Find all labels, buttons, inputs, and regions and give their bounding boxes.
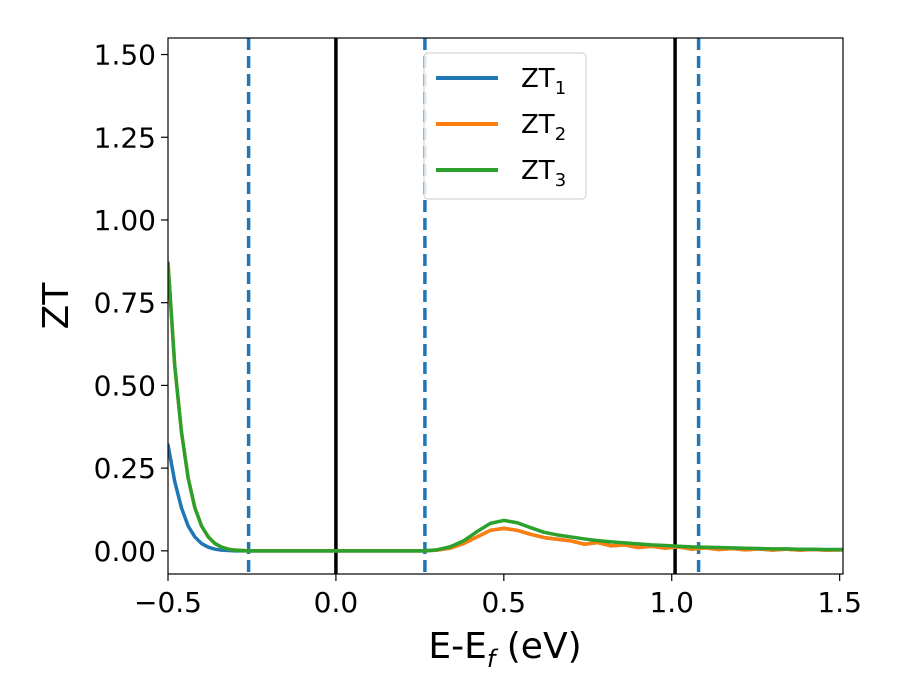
legend-box — [423, 52, 587, 200]
x-axis-label: E-Ef (eV) — [428, 626, 581, 673]
legend-label-sub-3: 3 — [555, 170, 566, 191]
x-axis-label-rest: (eV) — [495, 626, 581, 667]
x-tick-label-2: 0.5 — [482, 586, 527, 619]
y-tick-label-6: 1.50 — [94, 39, 156, 72]
x-tick-label-4: 1.5 — [817, 586, 862, 619]
y-axis-label: ZT — [36, 282, 77, 330]
y-tick-label-5: 1.25 — [94, 121, 156, 154]
x-tick-label-0: −0.5 — [134, 586, 202, 619]
legend-label-2: ZT2 — [521, 110, 566, 145]
vertical-lines — [246, 38, 701, 574]
legend-label-3: ZT3 — [521, 156, 566, 191]
x-axis-ticks: −0.5 0.0 0.5 1.0 1.5 — [134, 574, 862, 619]
legend-label-sub-1: 1 — [555, 78, 566, 99]
x-axis-label-main: E-E — [428, 626, 486, 667]
y-tick-label-0: 0.00 — [94, 535, 156, 568]
y-tick-label-2: 0.50 — [94, 369, 156, 402]
y-tick-label-4: 1.00 — [94, 204, 156, 237]
legend-label-sub-2: 2 — [555, 124, 566, 145]
series-line-3 — [168, 261, 843, 553]
y-tick-label-3: 0.75 — [94, 287, 156, 320]
legend-label-main-3: ZT — [521, 156, 555, 186]
legend-label-main-1: ZT — [521, 64, 555, 94]
y-axis-ticks: 0.00 0.25 0.50 0.75 1.00 1.25 1.50 — [94, 39, 168, 568]
legend-label-1: ZT1 — [521, 64, 566, 99]
legend-label-main-2: ZT — [521, 110, 555, 140]
series-lines — [168, 261, 843, 553]
x-tick-label-3: 1.0 — [649, 586, 694, 619]
y-tick-label-1: 0.25 — [94, 452, 156, 485]
x-tick-label-1: 0.0 — [314, 586, 359, 619]
axes-frame — [167, 37, 844, 575]
